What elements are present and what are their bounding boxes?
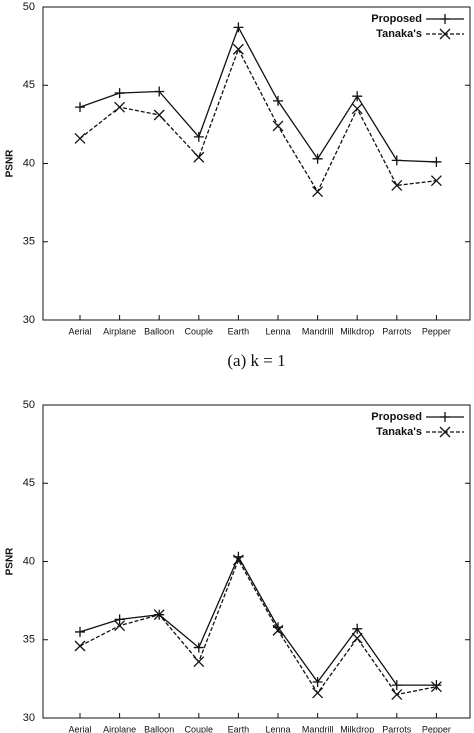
- x-tick-label: Milkdrop: [340, 326, 374, 336]
- plot-frame: [42, 6, 471, 321]
- marker: [312, 153, 323, 164]
- marker: [272, 120, 284, 132]
- legend-marker: [439, 426, 451, 438]
- marker: [312, 186, 324, 198]
- x-tick-label: Parrots: [382, 326, 412, 336]
- y-tick-label: 50: [23, 1, 35, 13]
- marker: [430, 175, 442, 187]
- legend-marker: [440, 14, 450, 24]
- marker: [391, 689, 403, 700]
- marker: [391, 179, 403, 191]
- marker: [312, 677, 323, 688]
- marker: [431, 680, 442, 691]
- legend-label: Proposed: [371, 411, 422, 423]
- marker: [153, 109, 165, 121]
- y-tick-label: 45: [23, 79, 35, 91]
- marker: [391, 680, 402, 691]
- legend-marker: [440, 412, 450, 422]
- marker: [391, 155, 402, 166]
- legend-label: Tanaka's: [376, 426, 422, 438]
- series-line: [79, 25, 437, 163]
- marker: [114, 620, 126, 632]
- x-tick-label: Pepper: [422, 724, 451, 733]
- marker: [114, 614, 125, 625]
- x-tick-label: Mandrill: [302, 724, 334, 733]
- x-tick-label: Parrots: [382, 724, 412, 733]
- marker: [193, 131, 204, 142]
- x-tick-label: Pepper: [422, 326, 451, 336]
- marker: [312, 687, 324, 699]
- marker: [114, 88, 125, 99]
- marker: [154, 86, 165, 97]
- marker: [193, 151, 205, 163]
- x-tick-label: Mandrill: [302, 326, 334, 336]
- marker: [232, 554, 244, 566]
- y-tick-label: 35: [23, 634, 35, 646]
- marker: [272, 624, 284, 636]
- marker: [233, 22, 244, 33]
- x-tick-label: Lenna: [265, 724, 290, 733]
- y-tick-label: 50: [23, 399, 35, 411]
- y-axis-label: PSNR: [5, 547, 16, 576]
- marker: [431, 156, 442, 167]
- x-tick-label: Milkdrop: [340, 724, 374, 733]
- legend-marker: [439, 28, 451, 40]
- marker: [75, 102, 85, 113]
- y-tick-label: 45: [23, 477, 35, 489]
- series-line: [79, 47, 437, 194]
- marker: [352, 91, 363, 102]
- y-tick-label: 40: [23, 555, 35, 567]
- marker: [193, 642, 204, 653]
- x-tick-label: Earth: [228, 724, 250, 733]
- y-tick-label: 40: [23, 157, 35, 169]
- legend-label: Proposed: [371, 13, 422, 25]
- x-tick-label: Aerial: [68, 326, 91, 336]
- marker: [352, 623, 363, 634]
- legend-label: Tanaka's: [376, 28, 422, 40]
- series-line: [79, 555, 437, 686]
- y-tick-label: 35: [23, 236, 35, 248]
- x-tick-label: Airplane: [103, 326, 136, 336]
- marker: [75, 626, 85, 637]
- x-tick-label: Couple: [185, 724, 214, 733]
- marker: [193, 656, 205, 668]
- marker: [273, 95, 283, 106]
- marker: [232, 43, 244, 55]
- marker: [74, 640, 86, 652]
- x-tick-label: Couple: [185, 326, 214, 336]
- marker: [430, 681, 442, 693]
- x-tick-label: Airplane: [103, 724, 136, 733]
- marker: [351, 103, 363, 115]
- y-tick-label: 30: [23, 712, 35, 724]
- caption: (a) k = 1: [227, 351, 285, 370]
- y-axis-label: PSNR: [5, 149, 16, 178]
- x-tick-label: Earth: [228, 326, 250, 336]
- series-line: [79, 558, 437, 696]
- marker: [153, 609, 165, 621]
- x-tick-label: Lenna: [265, 326, 290, 336]
- marker: [74, 133, 86, 144]
- x-tick-label: Balloon: [144, 724, 174, 733]
- x-tick-label: Balloon: [144, 326, 174, 336]
- plot-frame: [42, 404, 471, 719]
- x-tick-label: Aerial: [68, 724, 91, 733]
- marker: [114, 101, 126, 113]
- marker: [351, 632, 363, 644]
- y-tick-label: 30: [23, 314, 35, 326]
